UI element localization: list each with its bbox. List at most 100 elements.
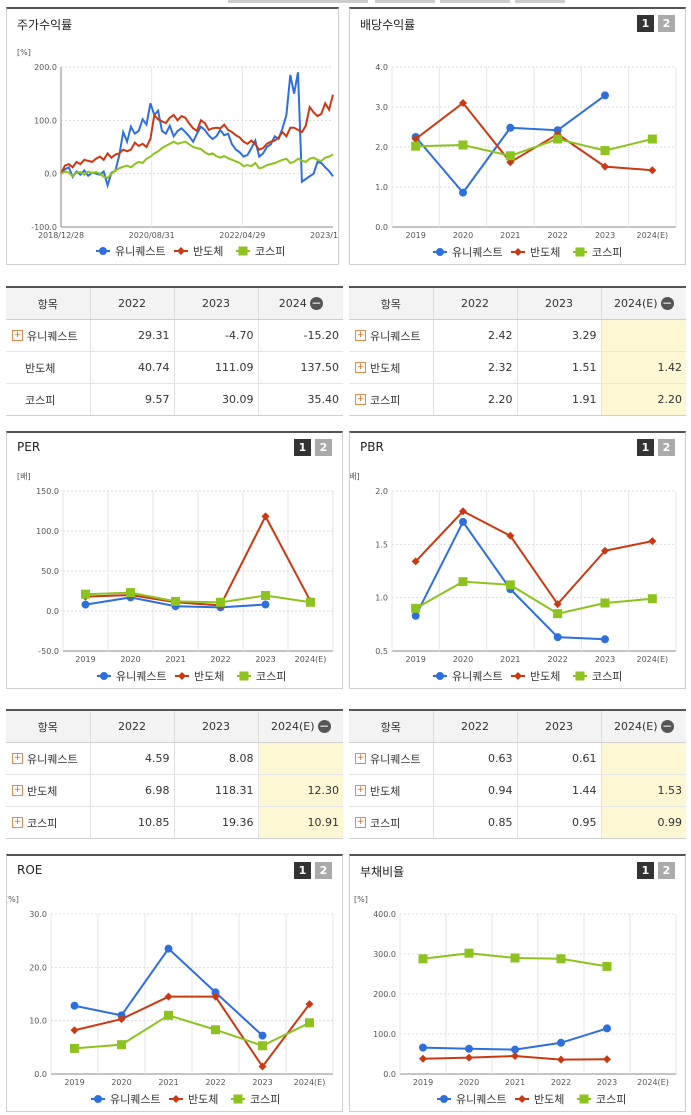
x-tick-label: 2020 [120, 655, 140, 664]
cell: -15.20 [257, 319, 343, 352]
x-tick-label: 2020 [453, 231, 473, 240]
page-1-button[interactable]: 1 [294, 862, 311, 879]
x-tick-label: 2020 [453, 655, 473, 664]
page-2-button[interactable]: 2 [658, 15, 675, 32]
y-unit-label: [배] [17, 472, 31, 481]
page-2-button[interactable]: 2 [658, 439, 675, 456]
cell: 4.59 [89, 742, 174, 775]
data-point [164, 1010, 173, 1020]
table-row: 반도체 40.74 111.09 137.50 [6, 351, 343, 384]
data-point [603, 1055, 611, 1064]
legend-circle-marker [440, 1095, 448, 1103]
expand-icon[interactable]: + [355, 362, 366, 373]
page-2-button[interactable]: 2 [315, 439, 332, 456]
data-point [459, 99, 467, 107]
page-2-button[interactable]: 2 [315, 862, 332, 879]
row-name: 코스피 [27, 816, 58, 830]
page-1-button[interactable]: 1 [637, 439, 654, 456]
cell: 118.31 [173, 774, 258, 807]
col-header-2022: 2022 [89, 711, 174, 743]
data-point [171, 596, 180, 606]
table-row: + 유니퀘스트 2.42 3.29 [349, 319, 686, 352]
data-point [258, 1031, 267, 1040]
data-point [647, 594, 657, 604]
data-point [211, 992, 220, 1001]
series-line [60, 140, 334, 180]
expand-icon[interactable]: + [355, 817, 366, 828]
data-point [458, 140, 468, 150]
expand-icon[interactable]: + [355, 753, 366, 764]
col-header-2024e: 2024(E) − [257, 711, 343, 743]
cell: 1.53 [600, 774, 686, 807]
col-header-2024: 2024− [257, 288, 343, 320]
legend-square-marker [233, 1094, 243, 1104]
data-point [465, 1044, 473, 1053]
x-tick-label: 2019 [413, 1078, 433, 1087]
panel-title: 부채비율 [360, 865, 405, 879]
collapse-icon[interactable]: − [317, 719, 331, 734]
x-tick-label: 2022 [547, 655, 567, 664]
y-tick-label: 400.0 [373, 910, 396, 919]
collapse-icon[interactable]: − [309, 296, 323, 311]
table-row: + 유니퀘스트 4.59 8.08 [6, 742, 343, 775]
legend-label: 반도체 [534, 1093, 564, 1106]
data-point [261, 512, 270, 521]
data-point [648, 166, 657, 175]
expand-icon[interactable]: + [12, 753, 23, 764]
row-name: 반도체 [27, 784, 58, 798]
x-tick-label: 2024(E) [295, 655, 327, 664]
pager: 1 2 [294, 439, 332, 456]
x-tick-label: 2023 [595, 655, 615, 664]
y-tick-label: 4.0 [375, 63, 388, 72]
expand-icon[interactable]: + [355, 785, 366, 796]
legend-label: 반도체 [530, 670, 560, 683]
y-tick-label: 30.0 [29, 910, 47, 919]
table-row: 코스피 9.57 30.09 35.40 [6, 383, 343, 415]
y-tick-label: 100.0 [34, 116, 57, 125]
data-point [464, 948, 474, 958]
page-1-button[interactable]: 1 [294, 439, 311, 456]
y-tick-label: 1.5 [375, 540, 388, 549]
x-tick-label: 2019 [64, 1078, 84, 1087]
x-tick-label: 2022 [205, 1078, 225, 1087]
collapse-icon[interactable]: − [660, 719, 674, 734]
y-tick-label: 50.0 [41, 567, 59, 576]
panel-title: PBR [360, 440, 384, 454]
legend-diamond-marker [172, 1095, 180, 1103]
page-1-button[interactable]: 1 [637, 15, 654, 32]
roe-panel: ROE 1 2 [%] 30.0 20.0 10.0 0.0 2019 2020 2021 20… [6, 854, 343, 1112]
row-name: 반도체 [370, 361, 401, 375]
data-point [601, 91, 609, 100]
collapse-icon[interactable]: − [660, 296, 674, 311]
x-tick-label: 2020/08/31 [129, 231, 175, 240]
data-point [601, 162, 609, 171]
page-2-button[interactable]: 2 [658, 862, 675, 879]
data-point [164, 944, 173, 953]
y-tick-label: 2.0 [375, 143, 388, 152]
cell: 1.44 [516, 774, 601, 807]
legend-label: 코스피 [592, 246, 622, 259]
col-header-2024e: 2024(E) − [600, 711, 686, 743]
legend-label: 코스피 [596, 1093, 626, 1106]
cell: 9.57 [89, 383, 174, 415]
row-name: 반도체 [370, 784, 401, 798]
data-point [465, 1053, 473, 1062]
pbr-chart: [배] 2.0 1.5 1.0 0.5 2019 2020 2021 2022 2023 2024(… [350, 472, 677, 683]
expand-icon[interactable]: + [12, 817, 23, 828]
page-1-button[interactable]: 1 [637, 862, 654, 879]
expand-icon[interactable]: + [12, 330, 23, 341]
legend-diamond-marker [514, 672, 522, 680]
cell: 29.31 [89, 319, 174, 352]
expand-icon[interactable]: + [355, 330, 366, 341]
y-tick-label: 0.0 [44, 170, 57, 179]
legend-label: 코스피 [250, 1093, 280, 1106]
data-point [419, 1043, 427, 1052]
legend-diamond-marker [177, 247, 185, 255]
expand-icon[interactable]: + [12, 785, 23, 796]
cell: 40.74 [89, 351, 174, 384]
legend-label: 반도체 [530, 246, 560, 259]
col-header-2023: 2023 [516, 711, 601, 743]
row-name: 유니퀘스트 [27, 329, 78, 343]
expand-icon[interactable]: + [355, 394, 366, 405]
